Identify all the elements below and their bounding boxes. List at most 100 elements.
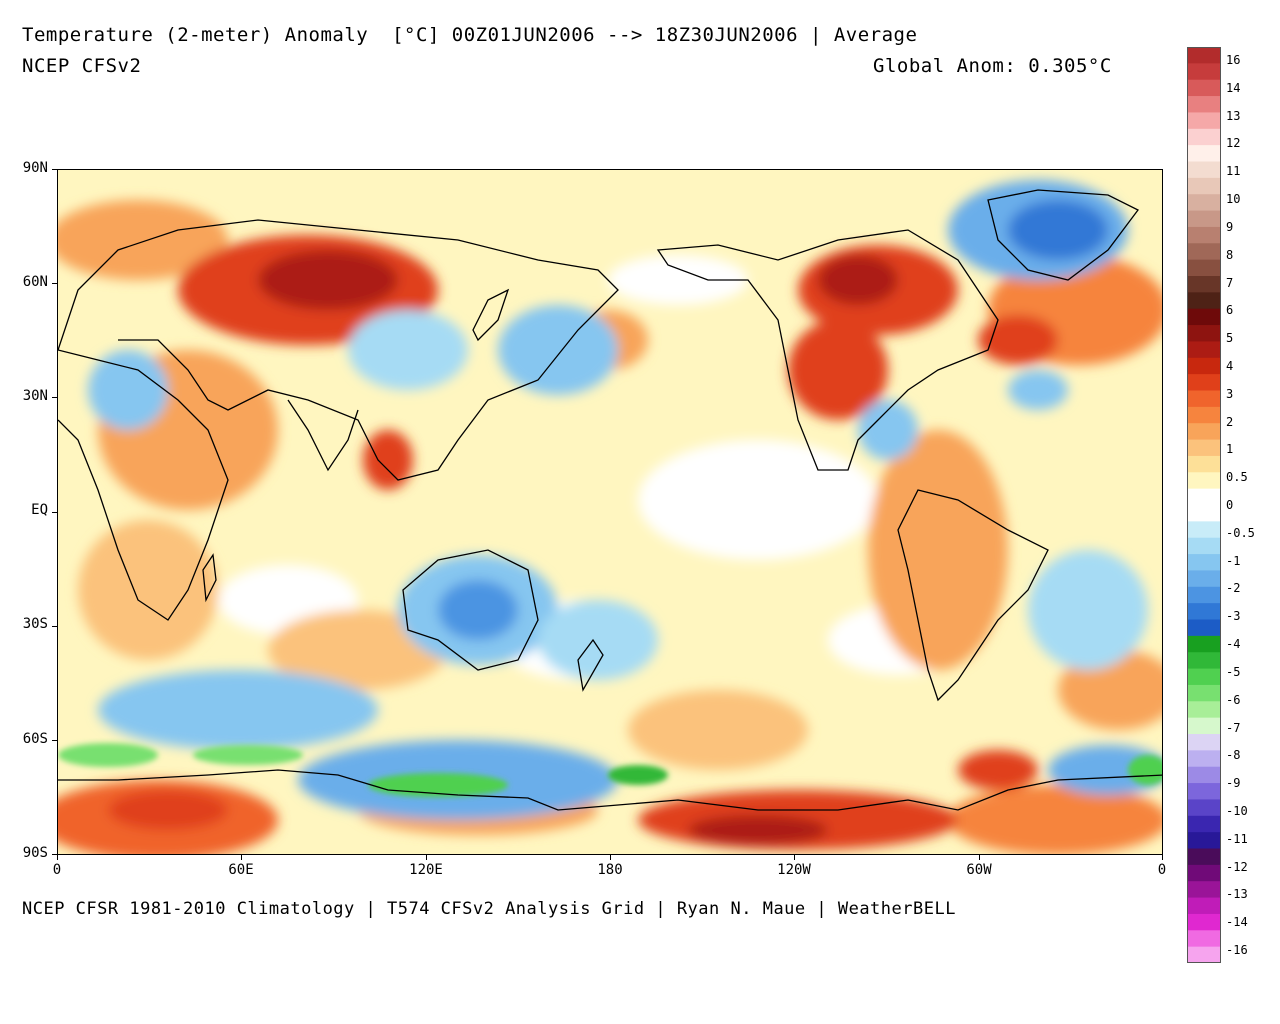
color-swatch xyxy=(1187,652,1221,670)
color-swatch xyxy=(1187,390,1221,408)
color-legend-label: -1 xyxy=(1226,553,1241,568)
lat-label-eq: EQ xyxy=(31,502,48,518)
color-swatch xyxy=(1187,128,1221,146)
color-swatch xyxy=(1187,783,1221,800)
color-swatch xyxy=(1187,864,1221,882)
color-swatch xyxy=(1187,79,1221,97)
color-swatch xyxy=(1187,832,1221,849)
color-swatch xyxy=(1187,145,1221,162)
lon-label-120e: 120E xyxy=(409,862,443,878)
anomaly-map-graphic xyxy=(58,170,1162,854)
color-swatch xyxy=(1187,259,1221,277)
lat-label-30s: 30S xyxy=(22,616,48,632)
color-legend-label: 13 xyxy=(1226,108,1241,123)
color-legend-label: -5 xyxy=(1226,664,1241,679)
color-swatch xyxy=(1187,357,1221,375)
color-legend-label: -14 xyxy=(1226,915,1248,930)
color-swatch xyxy=(1187,423,1221,441)
color-legend-label: -11 xyxy=(1226,831,1248,846)
color-swatch xyxy=(1187,750,1221,768)
color-swatch xyxy=(1187,815,1221,833)
color-legend-label: -6 xyxy=(1226,692,1241,707)
color-swatch xyxy=(1187,161,1221,179)
color-swatch xyxy=(1187,701,1221,719)
color-swatch xyxy=(1187,946,1221,963)
color-legend-label: 6 xyxy=(1226,303,1234,318)
lat-label-90s: 90S xyxy=(22,845,48,861)
color-legend-label: -3 xyxy=(1226,609,1241,624)
color-legend-label: 16 xyxy=(1226,53,1241,67)
color-swatch xyxy=(1187,406,1221,424)
color-swatch xyxy=(1187,684,1221,702)
color-swatch xyxy=(1187,881,1221,899)
color-legend-label: -12 xyxy=(1226,859,1248,874)
color-swatch xyxy=(1187,439,1221,457)
color-swatch xyxy=(1187,505,1221,522)
color-swatch xyxy=(1187,243,1221,261)
color-legend-label: 9 xyxy=(1226,219,1234,234)
color-legend-label: -13 xyxy=(1226,887,1248,902)
color-swatch xyxy=(1187,341,1221,359)
color-legend-label: 11 xyxy=(1226,164,1241,179)
color-legend-label: 2 xyxy=(1226,414,1234,429)
color-legend-label: 8 xyxy=(1226,247,1234,262)
color-legend-label: -7 xyxy=(1226,720,1241,735)
lon-label-120w: 120W xyxy=(777,862,811,878)
color-swatch xyxy=(1187,96,1221,113)
global-anomaly: Global Anom: 0.305°C xyxy=(873,55,1112,77)
color-swatch xyxy=(1187,668,1221,686)
color-legend-label: 3 xyxy=(1226,386,1234,401)
color-legend-label: 10 xyxy=(1226,192,1241,207)
color-swatch xyxy=(1187,112,1221,130)
color-swatch xyxy=(1187,472,1221,490)
color-legend-label: 7 xyxy=(1226,275,1234,290)
color-swatch xyxy=(1187,177,1221,195)
color-swatch xyxy=(1187,930,1221,948)
color-swatch xyxy=(1187,210,1221,228)
color-legend-label: 4 xyxy=(1226,358,1234,373)
color-legend-label: 12 xyxy=(1226,136,1241,151)
footer-credits: NCEP CFSR 1981-2010 Climatology | T574 C… xyxy=(22,899,956,919)
color-swatch xyxy=(1187,537,1221,555)
color-swatch xyxy=(1187,63,1221,81)
lon-label-60w: 60W xyxy=(966,862,992,878)
color-swatch xyxy=(1187,766,1221,784)
color-swatch xyxy=(1187,455,1221,473)
color-swatch xyxy=(1187,570,1221,588)
anomaly-map xyxy=(57,169,1163,855)
color-swatch xyxy=(1187,325,1221,342)
color-legend-label: -9 xyxy=(1226,776,1241,791)
color-legend-label: -2 xyxy=(1226,581,1241,596)
color-swatch xyxy=(1187,521,1221,539)
color-swatch xyxy=(1187,226,1221,244)
color-swatch xyxy=(1187,619,1221,637)
color-legend-label: -10 xyxy=(1226,803,1248,818)
color-swatch xyxy=(1187,374,1221,391)
color-legend-label: 0.5 xyxy=(1226,470,1248,485)
color-swatch xyxy=(1187,717,1221,735)
color-swatch xyxy=(1187,635,1221,653)
lat-label-30n: 30N xyxy=(22,388,48,404)
color-swatch xyxy=(1187,586,1221,604)
color-swatch xyxy=(1187,488,1221,506)
color-legend-label: 1 xyxy=(1226,442,1234,457)
color-swatch xyxy=(1187,292,1221,310)
color-swatch xyxy=(1187,554,1221,571)
color-legend-label: -4 xyxy=(1226,637,1241,652)
color-legend xyxy=(1187,47,1221,963)
lat-label-90n: 90N xyxy=(22,160,48,176)
lon-label-0-west: 0 xyxy=(52,862,62,878)
color-swatch xyxy=(1187,848,1221,866)
color-swatch xyxy=(1187,194,1221,212)
color-swatch xyxy=(1187,897,1221,915)
lon-label-0-east: 0 xyxy=(1157,862,1167,878)
color-legend-label: -0.5 xyxy=(1226,525,1255,540)
lon-label-180: 180 xyxy=(597,862,623,878)
lat-label-60n: 60N xyxy=(22,274,48,290)
color-swatch xyxy=(1187,308,1221,326)
color-legend-label: -8 xyxy=(1226,748,1241,763)
color-swatch xyxy=(1187,913,1221,931)
color-legend-label: -16 xyxy=(1226,943,1248,957)
color-swatch xyxy=(1187,799,1221,817)
lat-label-60s: 60S xyxy=(22,731,48,747)
